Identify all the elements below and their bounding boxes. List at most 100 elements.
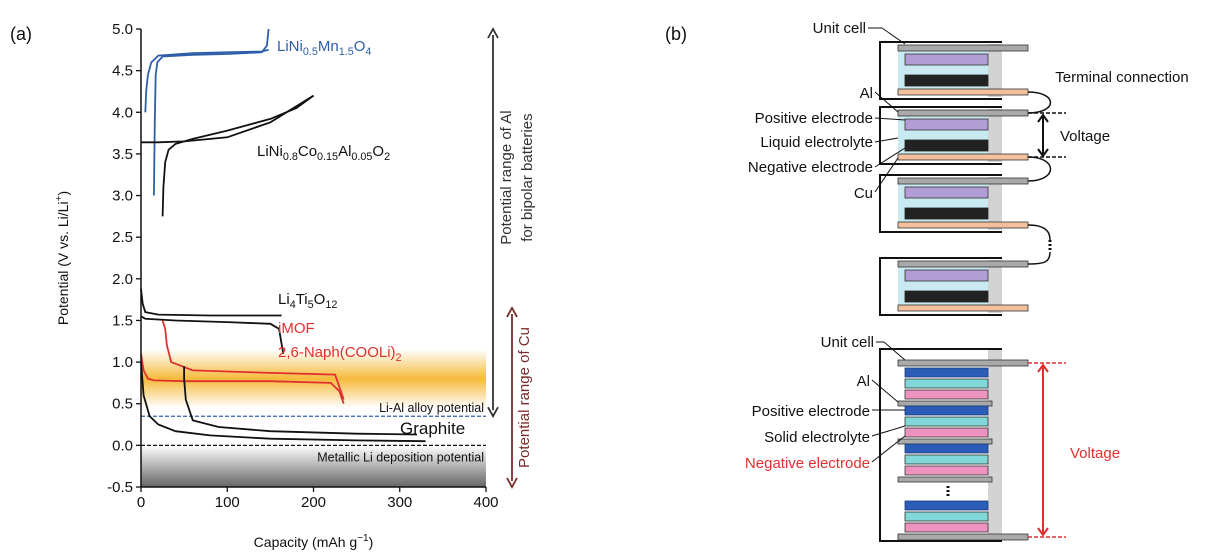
diagram-label: Cu xyxy=(854,185,873,202)
diagram-label: Al xyxy=(857,373,870,390)
text-part: Mn xyxy=(318,38,339,55)
curve-label: Graphite xyxy=(400,419,465,438)
y-axis-label: Potential (V vs. Li/Li+) xyxy=(54,191,71,325)
panel-label: (b) xyxy=(665,24,687,44)
layer xyxy=(905,75,988,86)
layer xyxy=(905,417,988,426)
x-axis-label: Capacity (mAh g−1) xyxy=(254,533,374,550)
layer xyxy=(898,401,992,406)
y-tick-label: -0.5 xyxy=(107,479,133,496)
layer xyxy=(905,368,988,377)
text-part: LiNi xyxy=(257,143,283,160)
curve xyxy=(141,96,314,143)
y-tick-label: 3.0 xyxy=(112,188,133,205)
x-tick-label: 100 xyxy=(215,494,240,511)
text-part: O xyxy=(314,291,326,308)
connector xyxy=(884,342,905,360)
text-part: Co xyxy=(298,143,317,160)
x-tick-label: 200 xyxy=(301,494,326,511)
layer xyxy=(898,477,992,482)
text-part: 0.5 xyxy=(303,46,318,58)
layer xyxy=(898,45,1028,51)
layer xyxy=(898,360,1028,366)
x-tick-label: 0 xyxy=(137,494,145,511)
text-part: O xyxy=(354,38,366,55)
y-tick-label: 2.0 xyxy=(112,271,133,288)
text-part: Li xyxy=(278,291,290,308)
layer xyxy=(905,406,988,415)
layer xyxy=(905,119,988,130)
diagram-label: Voltage xyxy=(1070,445,1120,462)
layer xyxy=(905,390,988,399)
x-tick-label: 400 xyxy=(473,494,498,511)
layer xyxy=(898,534,1028,540)
text-part: Graphite xyxy=(400,419,465,438)
layer xyxy=(898,110,1028,116)
curve-label: Li4Ti5O12 xyxy=(278,291,337,311)
connector xyxy=(872,436,905,462)
text-part: 0.05 xyxy=(351,151,372,163)
diagram-label: Negative electrode xyxy=(745,455,870,472)
y-tick-label: 4.0 xyxy=(112,104,133,121)
diagram-label: Unit cell xyxy=(813,20,866,37)
curve xyxy=(145,50,268,113)
layer xyxy=(898,178,1028,184)
y-tick-label: 2.5 xyxy=(112,229,133,246)
text-part: 0.8 xyxy=(283,151,298,163)
y-tick-label: 5.0 xyxy=(112,21,133,38)
text-part: O xyxy=(372,143,384,160)
layer xyxy=(905,466,988,475)
diagram-label: Positive electrode xyxy=(755,110,873,127)
text-part: 2 xyxy=(396,352,402,364)
connector xyxy=(872,380,898,402)
diagram-label: Negative electrode xyxy=(748,159,873,176)
reference-label: Metallic Li deposition potential xyxy=(317,450,484,464)
text-part: 2,6-Naph(COOLi) xyxy=(278,344,396,361)
text-part: LiNi xyxy=(277,38,303,55)
text-part: −1 xyxy=(357,533,369,544)
layer xyxy=(905,428,988,437)
layer xyxy=(898,439,992,444)
text-part: 0.15 xyxy=(317,151,338,163)
layer xyxy=(905,291,988,302)
range-label: for bipolar batteries xyxy=(519,113,536,241)
text-part: 2 xyxy=(384,151,390,163)
text-part: iMOF xyxy=(278,320,315,337)
text-part: Al xyxy=(338,143,351,160)
y-tick-label: 1.0 xyxy=(112,354,133,371)
diagram-label: Al xyxy=(860,85,873,102)
text-part: 12 xyxy=(325,299,337,311)
layer xyxy=(905,54,988,65)
y-tick-label: 0.5 xyxy=(112,396,133,413)
diagram-label: Terminal connection xyxy=(1055,69,1188,86)
diagram-label: Positive electrode xyxy=(752,403,870,420)
connector xyxy=(875,138,898,142)
diagram-label: Unit cell xyxy=(821,334,874,351)
curve-label: iMOF xyxy=(278,320,315,337)
layer xyxy=(905,187,988,198)
layer xyxy=(905,208,988,219)
text-part: Ti xyxy=(296,291,308,308)
connector xyxy=(875,92,898,112)
connector xyxy=(1028,225,1050,240)
diagram-label: Liquid electrolyte xyxy=(760,134,873,151)
connector xyxy=(1028,252,1050,264)
layer xyxy=(905,455,988,464)
curve xyxy=(141,289,282,316)
figure: (a) (b) Li-Al alloy potentialMetallic Li… xyxy=(0,0,1227,556)
range-label: Potential range of Cu xyxy=(516,327,533,468)
diagram-label: Solid electrolyte xyxy=(764,429,870,446)
layer xyxy=(905,140,988,151)
layer xyxy=(905,512,988,521)
layer xyxy=(905,444,988,453)
curve-label: LiNi0.5Mn1.5O4 xyxy=(277,38,371,58)
text-part: 1.5 xyxy=(339,46,354,58)
text-part: ) xyxy=(55,191,71,196)
connector xyxy=(1028,157,1051,181)
y-tick-label: 4.5 xyxy=(112,63,133,80)
layer xyxy=(905,501,988,510)
diagram-label: Voltage xyxy=(1060,128,1110,145)
layer xyxy=(905,523,988,532)
layer xyxy=(898,305,1028,311)
x-tick-label: 300 xyxy=(387,494,412,511)
